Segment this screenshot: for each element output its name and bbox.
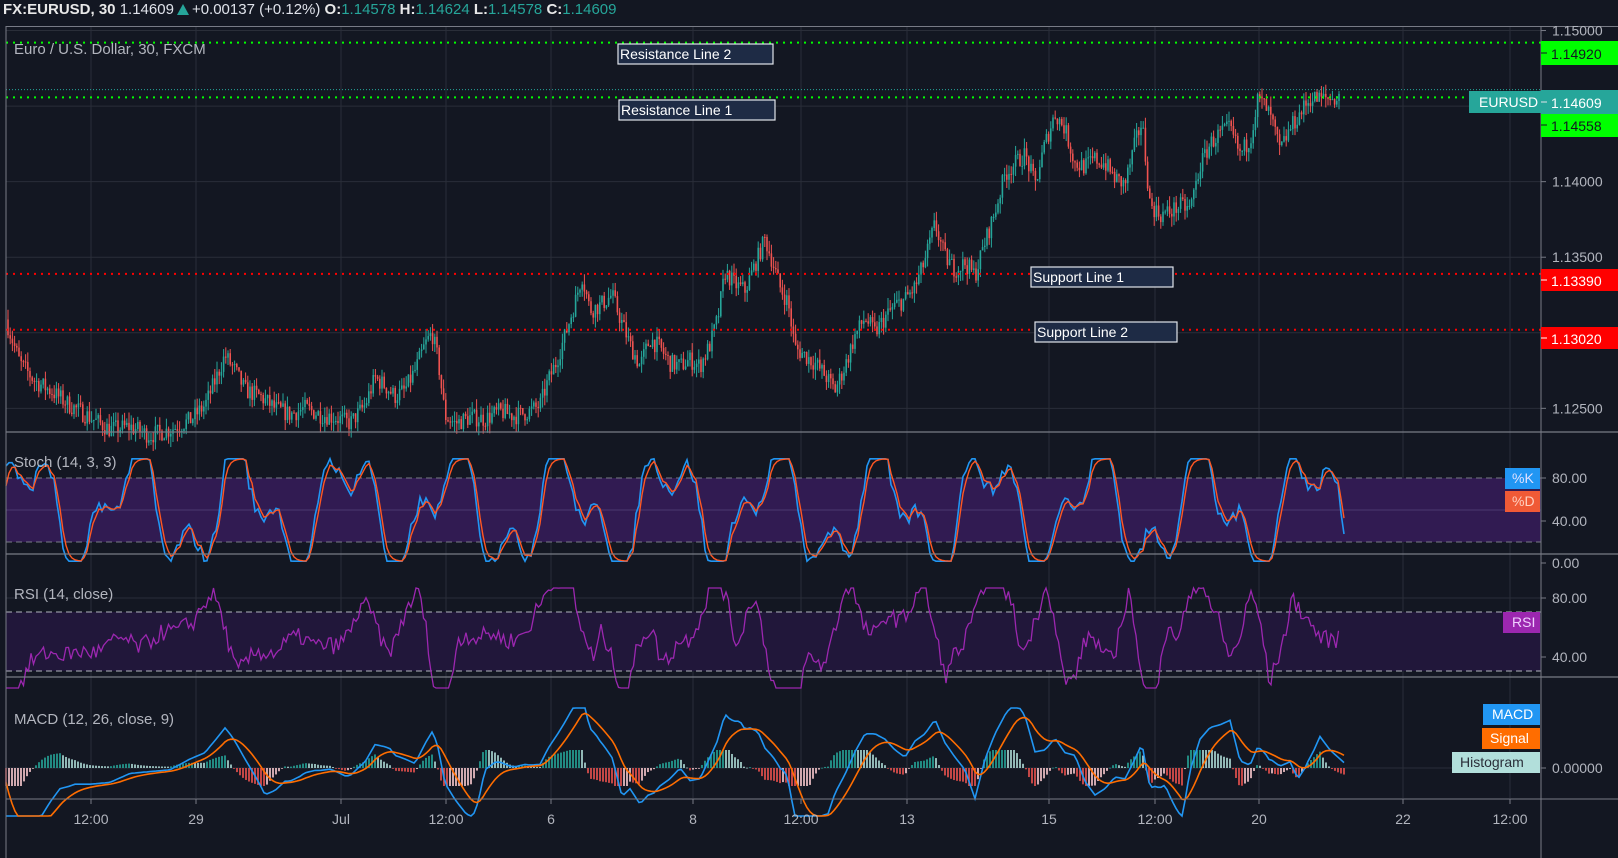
svg-text:15: 15 — [1041, 811, 1057, 827]
low-label: L: — [473, 1, 489, 18]
svg-text:6: 6 — [547, 811, 555, 827]
last-price-badge: 1.14609 — [1541, 90, 1618, 114]
chart-canvas[interactable]: Euro / U.S. Dollar, 30, FXCM Resistance … — [0, 26, 1618, 858]
open-value: 1.14578 — [341, 1, 396, 18]
rsi-badge: RSI — [1503, 612, 1540, 633]
rsi-pane[interactable]: RSI (14, close) — [6, 586, 1541, 689]
resistance-line-1-label[interactable]: Resistance Line 1 — [618, 99, 776, 121]
svg-text:1.13020: 1.13020 — [1551, 331, 1602, 347]
price-pane[interactable]: Euro / U.S. Dollar, 30, FXCM Resistance … — [6, 41, 1541, 451]
svg-text:Histogram: Histogram — [1460, 754, 1524, 770]
signal-badge: Signal — [1482, 728, 1540, 749]
svg-text:Support Line 1: Support Line 1 — [1033, 269, 1124, 285]
price-axis[interactable]: 1.150001.145001.140001.135001.130001.125… — [1541, 26, 1603, 776]
resistance-1-price-badge: 1.14558 — [1541, 114, 1618, 137]
svg-text:8: 8 — [689, 811, 697, 827]
support-1-price-badge: 1.13390 — [1541, 269, 1618, 291]
svg-text:12:00: 12:00 — [428, 811, 463, 827]
svg-text:1.13390: 1.13390 — [1551, 273, 1602, 289]
rsi-pane-title: RSI (14, close) — [14, 586, 113, 603]
svg-text:29: 29 — [188, 811, 204, 827]
resistance-2-price-badge: 1.14920 — [1541, 41, 1618, 65]
svg-text:1.14920: 1.14920 — [1551, 46, 1602, 62]
triangle-up-icon — [176, 4, 189, 15]
price-change: +0.00137 (+0.12%) — [191, 1, 321, 18]
pane-separators[interactable] — [6, 431, 1618, 678]
candlestick-series — [7, 84, 1340, 451]
macd-pane-title: MACD (12, 26, close, 9) — [14, 711, 174, 728]
svg-text:0.00: 0.00 — [1552, 555, 1579, 571]
macd-badge: MACD — [1483, 704, 1540, 725]
svg-text:MACD: MACD — [1492, 706, 1533, 722]
time-axis[interactable]: 12:00 29 Jul 12:00 6 8 12:00 13 15 12:00 20 22 12:00 — [6, 798, 1618, 827]
close-label: C: — [546, 1, 563, 18]
svg-text:1.14609: 1.14609 — [1551, 95, 1602, 111]
svg-text:1.14558: 1.14558 — [1551, 118, 1602, 134]
svg-text:12:00: 12:00 — [73, 811, 108, 827]
svg-text:80.00: 80.00 — [1552, 590, 1587, 606]
macd-series — [5, 707, 1345, 818]
macd-pane[interactable]: MACD (12, 26, close, 9) — [5, 707, 1345, 818]
svg-text:1.12500: 1.12500 — [1552, 400, 1603, 416]
svg-text:%K: %K — [1512, 470, 1534, 486]
svg-text:RSI: RSI — [1512, 614, 1535, 630]
svg-text:1.13500: 1.13500 — [1552, 249, 1603, 265]
svg-text:22: 22 — [1395, 811, 1411, 827]
svg-text:20: 20 — [1251, 811, 1267, 827]
symbol-header: FX:EURUSD, 30 1.14609 +0.00137 (+0.12%) O… — [0, 0, 1618, 24]
support-line-2-label[interactable]: Support Line 2 — [1034, 321, 1178, 343]
svg-text:80.00: 80.00 — [1552, 470, 1587, 486]
high-value: 1.14624 — [415, 1, 470, 18]
svg-text:Jul: Jul — [332, 811, 350, 827]
open-label: O: — [324, 1, 342, 18]
high-label: H: — [399, 1, 416, 18]
low-value: 1.14578 — [488, 1, 543, 18]
svg-text:Signal: Signal — [1490, 730, 1529, 746]
histogram-badge: Histogram — [1452, 752, 1540, 773]
stoch-pane-title: Stoch (14, 3, 3) — [14, 454, 117, 471]
last-price: 1.14609 — [119, 1, 174, 18]
stoch-d-badge: %D — [1505, 491, 1540, 512]
svg-text:EURUSD: EURUSD — [1479, 94, 1538, 110]
svg-text:Resistance Line 1: Resistance Line 1 — [621, 102, 733, 118]
symbol-name[interactable]: FX:EURUSD, 30 — [3, 1, 116, 18]
stoch-k-badge: %K — [1505, 468, 1540, 489]
rsi-band — [6, 612, 1541, 671]
svg-text:12:00: 12:00 — [1137, 811, 1172, 827]
stochastic-pane[interactable]: Stoch (14, 3, 3) — [5, 454, 1541, 563]
svg-text:12:00: 12:00 — [1492, 811, 1527, 827]
horizontal-lines[interactable] — [6, 41, 1541, 331]
support-2-price-badge: 1.13020 — [1541, 327, 1618, 349]
support-line-1-label[interactable]: Support Line 1 — [1030, 266, 1174, 288]
svg-text:13: 13 — [899, 811, 915, 827]
svg-text:0.00000: 0.00000 — [1552, 760, 1603, 776]
stoch-series — [5, 456, 1541, 563]
svg-text:1.15000: 1.15000 — [1552, 26, 1603, 39]
rsi-series — [6, 586, 1541, 689]
svg-text:40.00: 40.00 — [1552, 649, 1587, 665]
last-price-symbol-badge: EURUSD — [1469, 91, 1542, 113]
svg-text:%D: %D — [1512, 493, 1535, 509]
price-pane-title: Euro / U.S. Dollar, 30, FXCM — [14, 41, 206, 58]
svg-text:Resistance Line 2: Resistance Line 2 — [620, 46, 732, 62]
svg-text:40.00: 40.00 — [1552, 513, 1587, 529]
svg-text:12:00: 12:00 — [783, 811, 818, 827]
close-value: 1.14609 — [562, 1, 617, 18]
svg-text:Support Line 2: Support Line 2 — [1037, 324, 1128, 340]
resistance-line-2-label[interactable]: Resistance Line 2 — [617, 43, 774, 65]
svg-text:1.14000: 1.14000 — [1552, 174, 1603, 190]
